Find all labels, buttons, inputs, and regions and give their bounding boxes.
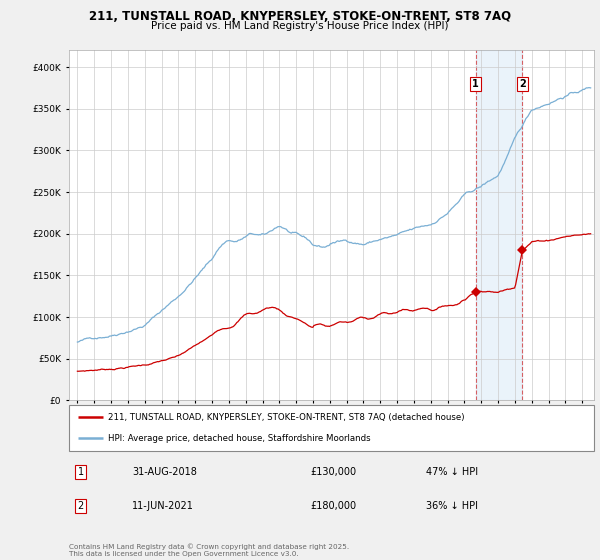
Text: 2: 2 [519,79,526,88]
Text: 1: 1 [77,466,83,477]
Text: 211, TUNSTALL ROAD, KNYPERSLEY, STOKE-ON-TRENT, ST8 7AQ (detached house): 211, TUNSTALL ROAD, KNYPERSLEY, STOKE-ON… [109,413,465,422]
Text: £180,000: £180,000 [311,501,356,511]
Text: 1: 1 [472,79,479,88]
Text: Contains HM Land Registry data © Crown copyright and database right 2025.
This d: Contains HM Land Registry data © Crown c… [69,544,349,557]
Text: £130,000: £130,000 [311,466,356,477]
Text: HPI: Average price, detached house, Staffordshire Moorlands: HPI: Average price, detached house, Staf… [109,434,371,443]
Text: 11-JUN-2021: 11-JUN-2021 [132,501,194,511]
Text: 31-AUG-2018: 31-AUG-2018 [132,466,197,477]
FancyBboxPatch shape [69,405,594,451]
Text: 211, TUNSTALL ROAD, KNYPERSLEY, STOKE-ON-TRENT, ST8 7AQ: 211, TUNSTALL ROAD, KNYPERSLEY, STOKE-ON… [89,10,511,23]
Text: 2: 2 [77,501,83,511]
Text: 36% ↓ HPI: 36% ↓ HPI [426,501,478,511]
Text: Price paid vs. HM Land Registry's House Price Index (HPI): Price paid vs. HM Land Registry's House … [151,21,449,31]
Bar [476,50,523,400]
Text: 47% ↓ HPI: 47% ↓ HPI [426,466,478,477]
